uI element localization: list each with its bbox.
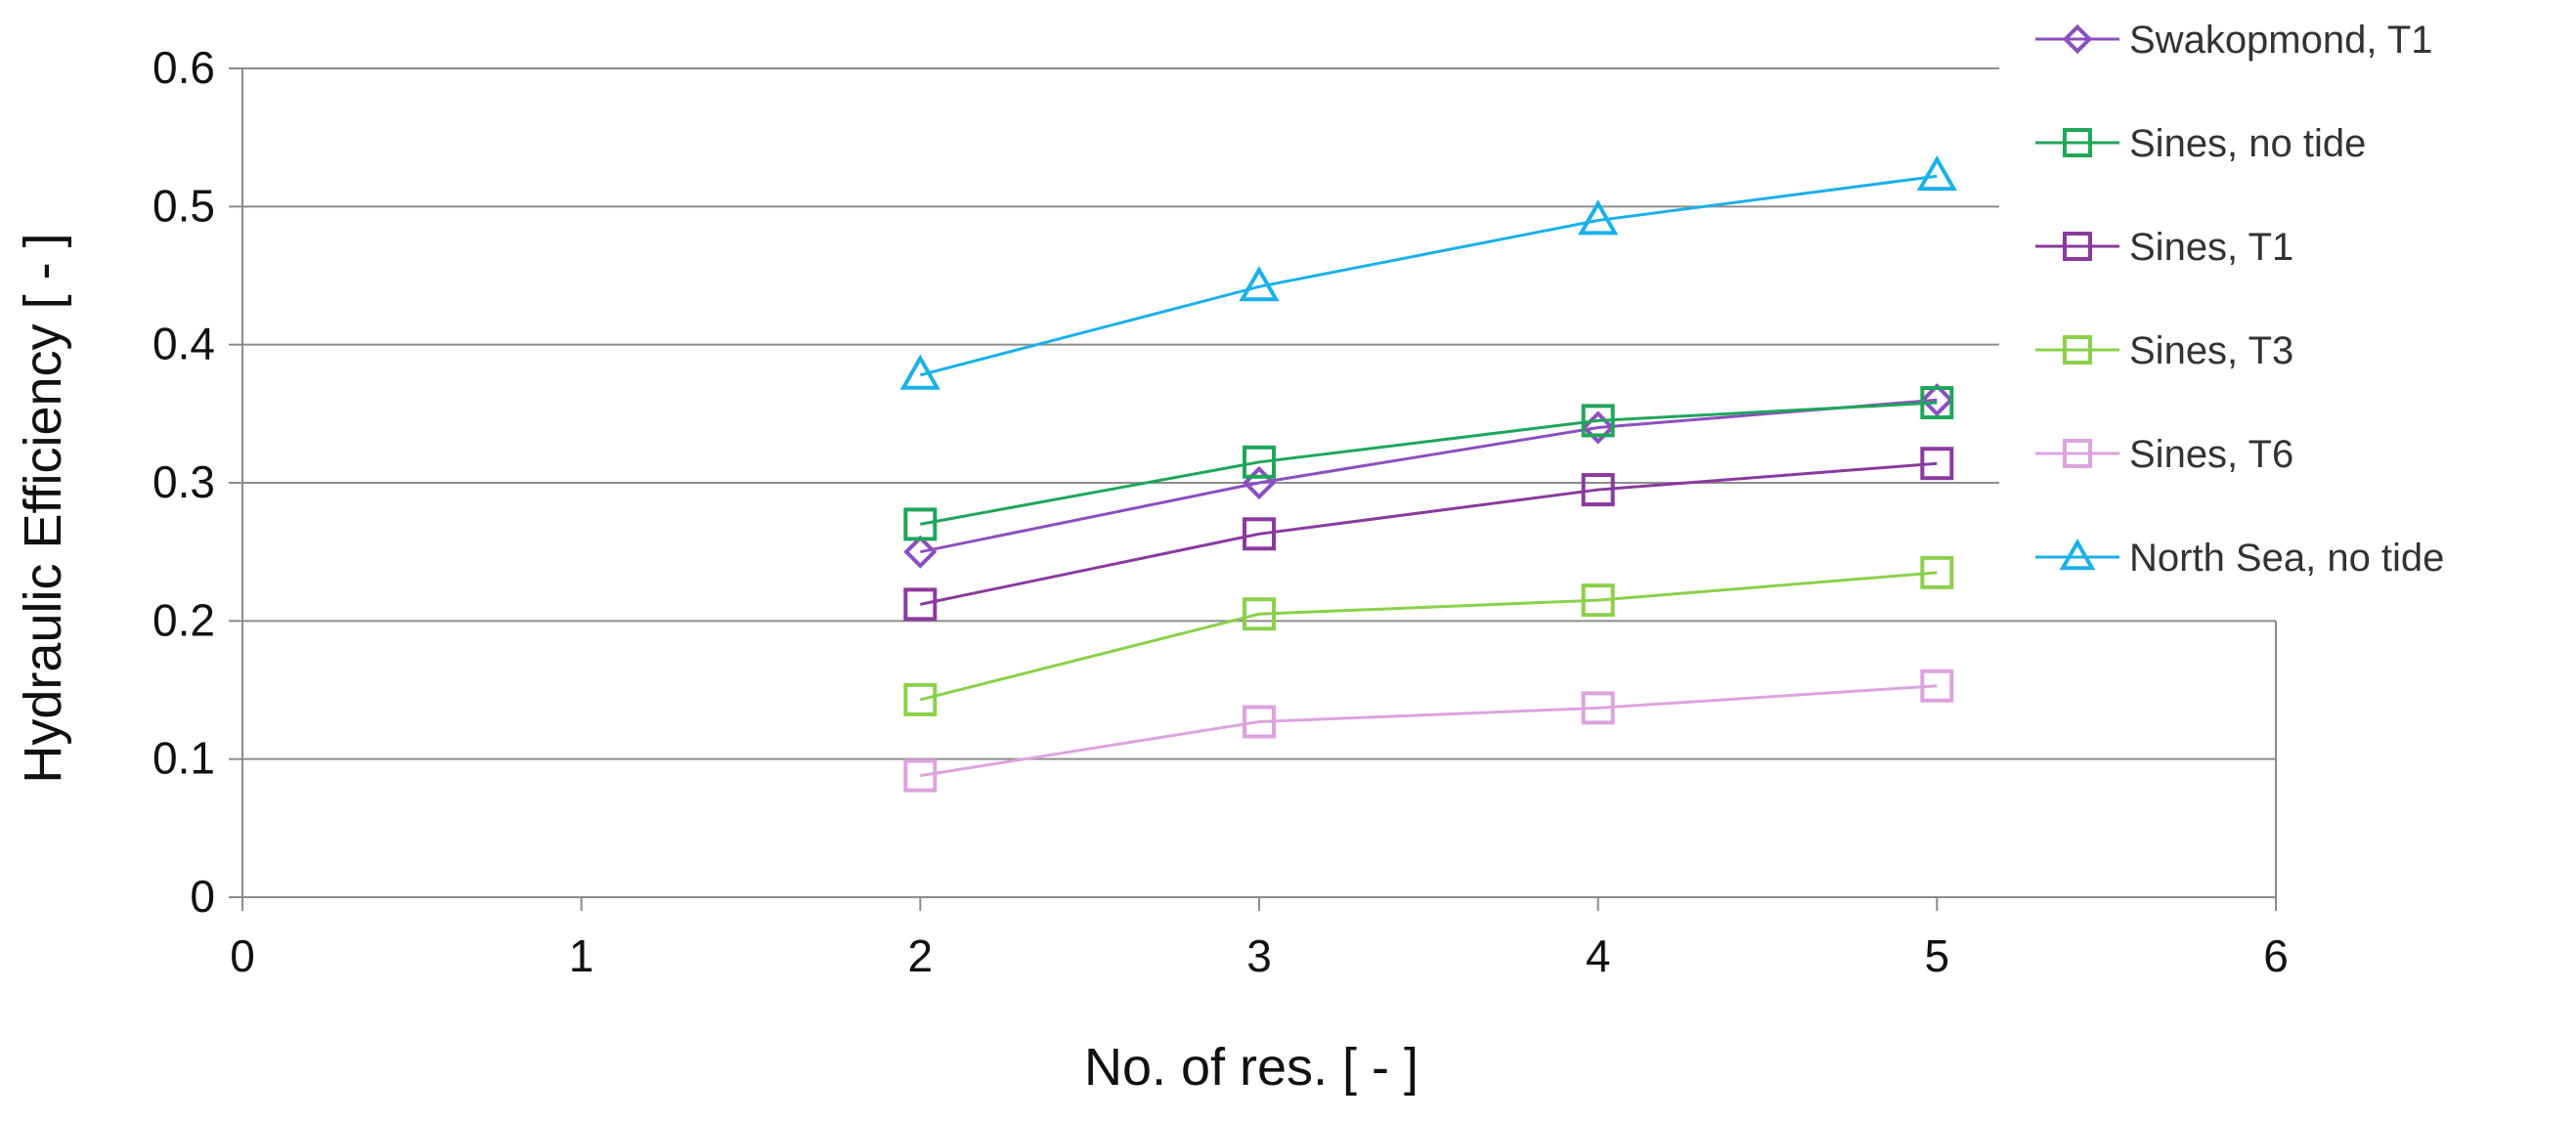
legend-item-2: Sines, T1 — [2035, 226, 2293, 269]
series-line-3 — [919, 571, 1938, 702]
series-3 — [903, 555, 1954, 716]
x-tick-label-4: 4 — [1586, 930, 1611, 981]
series-line-0 — [920, 398, 1938, 554]
legend-marker-1 — [2063, 128, 2092, 157]
point-0-0 — [903, 535, 938, 569]
y-tick-label-0: 0 — [190, 871, 215, 922]
gridlines — [242, 67, 2276, 760]
point-2-3 — [1920, 447, 1954, 481]
series-line-1 — [920, 401, 1938, 526]
y-axis-title: Hydraulic Efficiency [ - ] — [14, 233, 72, 783]
legend-item-0: Swakopmond, T1 — [2035, 19, 2433, 62]
legend-item-3: Sines, T3 — [2035, 329, 2293, 372]
point-5-3 — [1916, 154, 1958, 192]
x-tick-label-6: 6 — [2263, 930, 2289, 981]
x-tick-label-5: 5 — [1925, 930, 1950, 981]
point-4-3 — [1920, 668, 1954, 703]
point-5-1 — [1239, 266, 1280, 302]
legend-marker-4 — [2063, 439, 2092, 468]
series-line-5 — [919, 174, 1938, 377]
point-5-2 — [1577, 199, 1619, 236]
x-tick-label-3: 3 — [1246, 930, 1272, 981]
x-tick-label-1: 1 — [569, 930, 594, 981]
point-1-1 — [1243, 445, 1276, 479]
legend-marker-0 — [2062, 23, 2093, 55]
point-2-2 — [1581, 473, 1615, 507]
point-3-3 — [1920, 555, 1954, 589]
point-2-1 — [1243, 517, 1276, 551]
legend-label-1: Sines, no tide — [2129, 122, 2366, 165]
legend-label-5: North Sea, no tide — [2129, 537, 2444, 580]
series-layer — [899, 154, 1958, 793]
legend-marker-3 — [2063, 335, 2092, 365]
series-2 — [903, 447, 1954, 622]
series-4 — [903, 668, 1954, 793]
legend-item-4: Sines, T6 — [2035, 433, 2293, 476]
axes — [229, 67, 2277, 911]
point-0-3 — [1920, 383, 1954, 417]
series-5 — [899, 154, 1958, 390]
y-tick-label-5: 0.5 — [153, 180, 215, 231]
legend-label-0: Swakopmond, T1 — [2129, 19, 2433, 62]
legend-marker-5 — [2059, 539, 2096, 571]
legend-label-4: Sines, T6 — [2129, 433, 2293, 476]
point-4-2 — [1581, 691, 1615, 725]
y-tick-label-1: 0.1 — [153, 733, 215, 784]
y-tick-label-4: 0.4 — [153, 319, 215, 369]
y-tick-label-6: 0.6 — [153, 42, 215, 93]
y-tick-labels: 0 0.1 0.2 0.3 0.4 0.5 0.6 — [153, 42, 215, 922]
legend-label-2: Sines, T1 — [2129, 226, 2293, 269]
point-4-0 — [903, 758, 938, 793]
legend-marker-2 — [2063, 232, 2092, 261]
series-1 — [903, 386, 1954, 541]
point-1-2 — [1581, 404, 1615, 438]
series-line-4 — [920, 684, 1938, 778]
legend-item-5: North Sea, no tide — [2035, 537, 2444, 580]
x-tick-label-0: 0 — [230, 930, 255, 981]
point-1-0 — [903, 507, 938, 541]
series-line-2 — [920, 461, 1938, 606]
legend-label-3: Sines, T3 — [2129, 329, 2293, 372]
y-tick-label-3: 0.3 — [153, 456, 215, 507]
point-3-0 — [903, 682, 938, 716]
point-3-1 — [1243, 597, 1276, 631]
point-5-0 — [899, 354, 941, 390]
point-3-2 — [1581, 583, 1615, 618]
y-tick-label-2: 0.2 — [153, 594, 215, 645]
x-tick-label-2: 2 — [908, 930, 934, 981]
legend: Swakopmond, T1 Sines, no tide Sines, T1 Sin… — [2035, 19, 2444, 580]
x-tick-labels: 0 1 2 3 4 5 6 — [230, 930, 2289, 981]
point-2-0 — [903, 587, 938, 622]
x-axis-title: No. of res. [ - ] — [1084, 1038, 1419, 1097]
point-4-1 — [1243, 705, 1276, 739]
point-1-3 — [1920, 386, 1954, 420]
legend-item-1: Sines, no tide — [2035, 122, 2366, 165]
